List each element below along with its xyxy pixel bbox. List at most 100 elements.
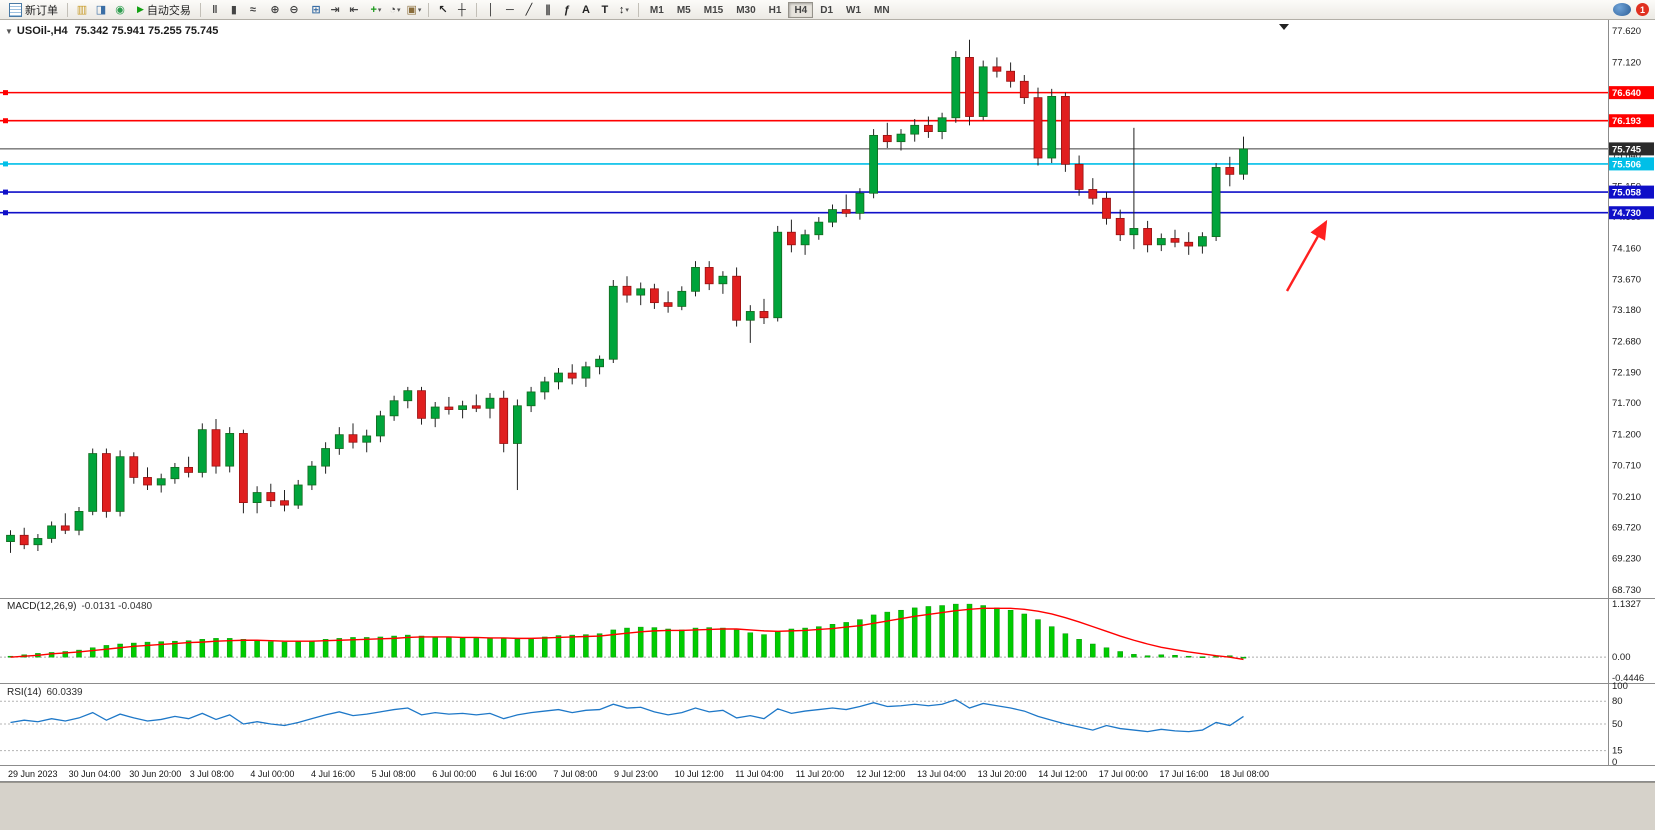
line-handle[interactable] xyxy=(3,118,8,124)
zoom-out-icon[interactable]: ⊖ xyxy=(289,4,299,16)
periods-icon[interactable]: ◔ ▾ xyxy=(389,3,401,16)
new-order-label: 新订单 xyxy=(25,4,58,17)
candle xyxy=(704,267,714,285)
candle xyxy=(1211,167,1221,238)
candle xyxy=(1088,189,1098,199)
autotrade-button[interactable]: ▶ 自动交易 xyxy=(131,1,197,18)
macd-histogram-bar xyxy=(1090,643,1096,658)
dropdown-arrow-icon[interactable]: ▾ xyxy=(417,6,422,14)
cursor-icon[interactable]: ↖ xyxy=(438,4,448,16)
chart-shift-marker[interactable] xyxy=(1279,24,1289,30)
time-axis-label: 7 Jul 08:00 xyxy=(553,769,597,779)
trendline-icon[interactable]: ╱ xyxy=(525,4,533,16)
annotation-arrow[interactable] xyxy=(1285,219,1328,292)
navigator-icon[interactable]: ◉ xyxy=(115,4,125,16)
candle xyxy=(718,275,728,285)
line-handle[interactable] xyxy=(3,90,8,96)
channel-icon[interactable]: ∥ xyxy=(545,4,551,16)
notification-badge[interactable]: 1 xyxy=(1636,3,1649,16)
candle xyxy=(88,453,98,512)
candle xyxy=(992,66,1002,72)
text-icon[interactable]: A xyxy=(581,3,590,16)
candle xyxy=(581,366,591,379)
dropdown-arrow-icon[interactable]: ▾ xyxy=(377,6,382,14)
candle xyxy=(1170,238,1180,243)
price-badge xyxy=(1609,86,1654,100)
macd-histogram-bar xyxy=(446,637,452,658)
chart-canvas[interactable]: 77.62077.12076.63076.14075.64075.15074.6… xyxy=(0,20,1655,782)
dropdown-arrow-icon[interactable]: ▾ xyxy=(625,6,629,14)
timeframe-m15[interactable]: M15 xyxy=(698,2,729,18)
horizontal-line-icon[interactable]: ─ xyxy=(506,3,514,16)
macd-histogram-bar xyxy=(994,607,1000,658)
templates-icon[interactable]: ▣ ▾ xyxy=(406,4,422,16)
timeframe-m5[interactable]: M5 xyxy=(671,2,697,18)
auto-scroll-icon[interactable]: ⇥ xyxy=(330,4,340,16)
zoom-in-icon[interactable]: ⊕ xyxy=(270,4,280,16)
macd-histogram-bar xyxy=(1021,613,1028,658)
time-axis-label: 10 Jul 12:00 xyxy=(675,769,724,779)
timeframe-h1[interactable]: H1 xyxy=(763,2,788,18)
line-handle[interactable] xyxy=(3,189,8,195)
candle xyxy=(540,381,550,393)
status-area xyxy=(0,782,1655,830)
timeframe-m30[interactable]: M30 xyxy=(730,2,761,18)
market-watch-icon[interactable]: ▥ xyxy=(76,4,88,16)
indicators-icon[interactable]: + ▾ xyxy=(370,3,382,16)
timeframe-w1[interactable]: W1 xyxy=(840,2,867,18)
new-order-button[interactable]: 新订单 xyxy=(3,1,64,18)
candle xyxy=(280,500,289,506)
candle xyxy=(1047,95,1057,159)
crosshair-icon[interactable]: ┼ xyxy=(458,3,466,16)
macd-histogram-bar xyxy=(706,627,712,658)
price-axis-label: 69.230 xyxy=(1612,554,1641,565)
bar-chart-icon[interactable]: ‖ xyxy=(212,3,218,16)
macd-histogram-bar xyxy=(1131,654,1137,658)
macd-histogram-bar xyxy=(1172,655,1178,658)
macd-histogram-bar xyxy=(336,638,343,658)
line-chart-icon[interactable]: ≈ xyxy=(249,3,256,16)
rsi-indicator-value: 60.0339 xyxy=(46,687,83,698)
candle xyxy=(759,311,769,319)
dropdown-arrow-icon[interactable]: ▾ xyxy=(396,6,401,14)
macd-histogram-bar xyxy=(980,605,986,658)
macd-histogram-bar xyxy=(281,641,288,658)
timeframe-h4[interactable]: H4 xyxy=(788,1,814,18)
vertical-line-icon[interactable]: │ xyxy=(487,3,495,16)
arrows-icon[interactable]: ↕ ▾ xyxy=(618,3,629,16)
macd-histogram-bar xyxy=(966,603,973,658)
macd-signal-line xyxy=(10,607,1244,661)
macd-histogram-bar xyxy=(363,637,370,658)
price-axis-label: 73.180 xyxy=(1612,305,1641,316)
tile-windows-icon[interactable]: ⊞ xyxy=(311,4,321,16)
insert-group: + ▾ ◔ ▾ ▣ ▾ xyxy=(367,2,423,18)
one-click-trading-arrow[interactable]: ▼ xyxy=(5,27,13,36)
macd-histogram-bar xyxy=(774,631,781,658)
timeframe-d1[interactable]: D1 xyxy=(814,2,839,18)
candle xyxy=(115,456,125,512)
timeframe-m1[interactable]: M1 xyxy=(644,2,670,18)
community-icon[interactable] xyxy=(1613,3,1631,16)
macd-histogram-bar xyxy=(391,635,397,658)
time-axis-label: 30 Jun 20:00 xyxy=(129,769,181,779)
data-window-icon[interactable]: ◨ xyxy=(95,4,107,16)
toolbar-separator xyxy=(637,2,639,17)
line-handle[interactable] xyxy=(3,161,8,167)
time-axis-label: 18 Jul 08:00 xyxy=(1220,769,1269,779)
candle xyxy=(855,192,865,214)
fibonacci-icon[interactable]: ƒ xyxy=(563,3,570,16)
macd-label: MACD(12,26,9) -0.0131 -0.0480 xyxy=(7,601,152,612)
candlestick-chart-icon[interactable]: ▮ xyxy=(230,4,237,16)
candle xyxy=(910,124,920,135)
macd-scale-label: 1.1327 xyxy=(1612,599,1641,610)
line-handle[interactable] xyxy=(3,210,8,216)
candle xyxy=(389,400,399,417)
text-label-icon[interactable]: T xyxy=(601,3,609,16)
candle xyxy=(156,478,166,486)
chart-shift-icon[interactable]: ⇤ xyxy=(349,4,359,16)
candle xyxy=(499,397,509,444)
candle xyxy=(417,390,426,419)
timeframe-mn[interactable]: MN xyxy=(868,2,896,18)
macd-histogram-bar xyxy=(583,634,589,658)
autotrade-icon: ▶ xyxy=(137,4,144,14)
